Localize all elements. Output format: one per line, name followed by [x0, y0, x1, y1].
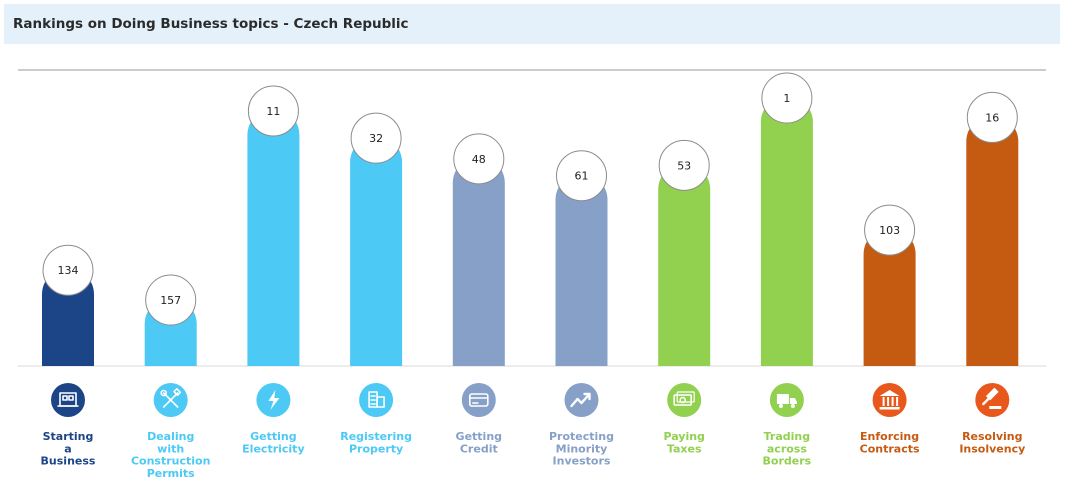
chart-title: Rankings on Doing Business topics - Czec…: [13, 16, 409, 32]
bar: [658, 163, 711, 366]
category-label: Getting Credit: [456, 430, 502, 455]
category-label: Resolving Insolvency: [959, 430, 1025, 455]
category-label: Paying Taxes: [663, 430, 705, 455]
rank-label: 1: [783, 92, 790, 105]
rank-bubble: [453, 133, 505, 185]
bar: [863, 228, 916, 366]
category-label: Starting a Business: [41, 430, 96, 468]
rank-bubble: [350, 112, 402, 164]
bars-group: [42, 96, 1019, 367]
rank-label: 134: [58, 264, 79, 277]
bar: [966, 115, 1019, 366]
rank-bubble: [145, 274, 197, 326]
rank-bubble: [966, 91, 1018, 143]
category-label: Trading across Borders: [763, 430, 812, 468]
tools-icon: [153, 383, 188, 417]
rank-labels-group: 134 157 11 32 48 61 53 1 103 16: [42, 72, 1018, 326]
rank-label: 61: [575, 170, 589, 183]
category-label: Enforcing Contracts: [860, 430, 920, 455]
money-icon: [667, 383, 702, 417]
rank-label: 48: [472, 153, 486, 166]
lightning-icon: [256, 383, 291, 417]
property-icon: [359, 383, 394, 417]
category-labels-group: Starting a Business Dealing with Construction…: [41, 430, 1026, 480]
category-label: Getting Electricity: [242, 430, 304, 455]
building-icon: [51, 383, 85, 417]
bar: [452, 156, 505, 366]
rank-bubble: [864, 204, 916, 256]
bar: [760, 96, 813, 367]
gavel-icon: [975, 383, 1010, 417]
icons-group: [51, 383, 1010, 417]
bar: [350, 136, 403, 366]
bar: [247, 108, 300, 366]
rank-label: 53: [677, 159, 691, 172]
rank-bubble: [247, 85, 299, 137]
bar: [555, 173, 608, 366]
rank-label: 11: [266, 105, 280, 118]
bar: [42, 268, 94, 366]
credit-card-icon: [461, 383, 496, 417]
truck-icon: [769, 383, 804, 417]
rank-bubble: [761, 72, 813, 124]
trend-up-icon: [564, 383, 599, 417]
category-label: Dealing with Construction Permits: [131, 430, 210, 480]
rank-bubble: [42, 244, 94, 296]
rank-label: 103: [879, 224, 900, 237]
rank-label: 32: [369, 132, 383, 145]
courthouse-icon: [872, 383, 907, 417]
rank-bubble: [556, 150, 607, 202]
rank-label: 157: [160, 294, 181, 307]
rank-label: 16: [985, 111, 999, 124]
category-label: Protecting Minority Investors: [549, 430, 614, 468]
rank-bubble: [658, 139, 710, 191]
chart-header: Rankings on Doing Business topics - Czec…: [4, 4, 1060, 44]
category-label: Registering Property: [340, 430, 412, 455]
